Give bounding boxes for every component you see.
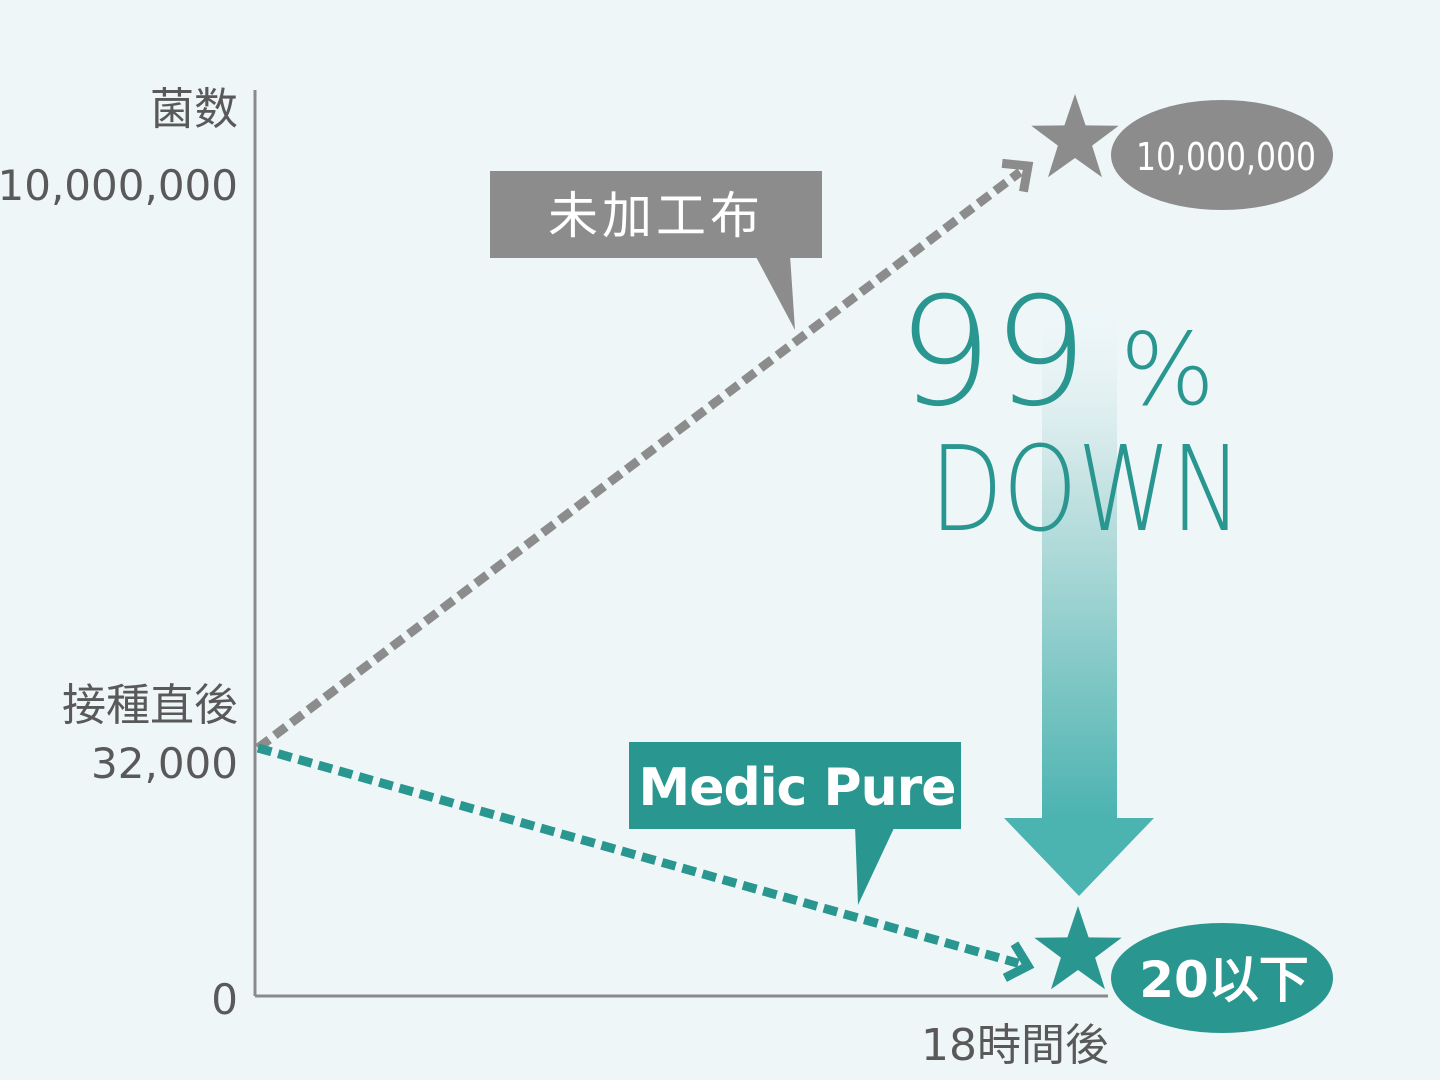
end-value-medic-pure: 20以下 <box>1139 951 1309 1009</box>
series-line-untreated <box>255 168 1023 752</box>
end-value-untreated: 10,000,000 <box>1136 135 1316 179</box>
reduction-word: DOWN <box>930 420 1242 558</box>
legend-callout-untreated: 未加工布 <box>490 171 822 330</box>
reduction-annotation: 99 % DOWN <box>897 266 1242 558</box>
legend-label-medic-pure: Medic Pure <box>638 758 955 818</box>
y-tick-label-zero: 0 <box>211 975 238 1024</box>
y-tick-label-start-value: 32,000 <box>91 739 238 788</box>
reduction-percent-sign: % <box>1120 311 1215 428</box>
down-arrow <box>1004 290 1154 896</box>
series-arrowhead-untreated <box>1001 158 1034 193</box>
end-marker-untreated: 10,000,000 <box>1031 94 1333 210</box>
series-line-medic-pure <box>256 743 1020 968</box>
series-arrowhead-medic-pure <box>1002 941 1035 982</box>
star-icon <box>1031 94 1119 178</box>
x-tick-label: 18時間後 <box>921 1020 1109 1071</box>
end-marker-medic-pure: 20以下 <box>1034 906 1333 1033</box>
star-icon <box>1034 906 1122 990</box>
y-tick-label-start-name: 接種直後 <box>62 680 238 731</box>
reduction-percent: 99 <box>897 266 1088 440</box>
y-tick-label-max: 10,000,000 <box>0 161 238 210</box>
legend-label-untreated: 未加工布 <box>548 187 764 245</box>
legend-callout-medic-pure: Medic Pure <box>629 742 961 905</box>
y-axis-label: 菌数 <box>150 84 238 135</box>
